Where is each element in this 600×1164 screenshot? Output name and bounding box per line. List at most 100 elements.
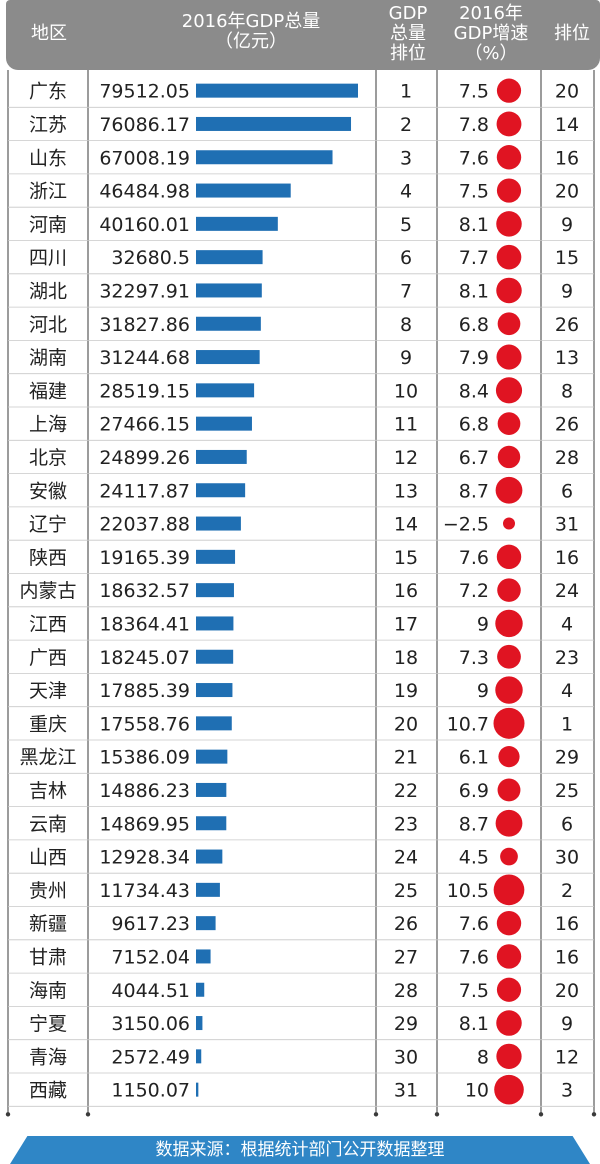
growth-dot bbox=[496, 944, 522, 969]
gdp-bar bbox=[196, 1049, 202, 1064]
gdp-rank-label: 3 bbox=[400, 147, 412, 169]
gdp-bar bbox=[196, 216, 278, 231]
growth-rank-label: 4 bbox=[561, 613, 573, 635]
region-label: 云南 bbox=[29, 813, 67, 835]
gdp-value-label: 32297.91 bbox=[99, 280, 190, 302]
growth-value-label: 6.1 bbox=[459, 747, 489, 769]
growth-value-label: 7.6 bbox=[459, 913, 489, 935]
gdp-rank-label: 24 bbox=[394, 847, 418, 869]
gdp-bar bbox=[196, 183, 291, 198]
source-footer: 数据来源：根据统计部门公开数据整理 bbox=[10, 1136, 590, 1164]
gdp-bar bbox=[196, 549, 236, 564]
growth-rank-label: 6 bbox=[561, 813, 573, 835]
region-label: 海南 bbox=[29, 980, 67, 1002]
growth-rank-label: 15 bbox=[555, 247, 579, 269]
region-label: 山东 bbox=[29, 147, 67, 169]
growth-value-label: 6.8 bbox=[459, 414, 489, 436]
divider-end-dot bbox=[538, 1112, 544, 1117]
region-label: 湖北 bbox=[29, 280, 67, 302]
growth-value-label: 7.9 bbox=[459, 347, 489, 369]
region-label: 新疆 bbox=[29, 913, 67, 935]
region-label: 贵州 bbox=[29, 880, 67, 902]
region-label: 河南 bbox=[29, 214, 67, 236]
growth-dot bbox=[495, 609, 523, 638]
gdp-value-label: 18632.57 bbox=[99, 580, 190, 602]
gdp-rank-label: 18 bbox=[394, 647, 418, 669]
growth-rank-label: 9 bbox=[561, 214, 573, 236]
growth-value-label: 9 bbox=[477, 680, 489, 702]
gdp-bar bbox=[196, 816, 227, 831]
gdp-value-label: 24899.26 bbox=[99, 447, 190, 469]
gdp-bar bbox=[196, 849, 223, 864]
gdp-rank-label: 6 bbox=[400, 247, 412, 269]
gdp-rank-label: 7 bbox=[400, 280, 412, 302]
growth-rank-label: 25 bbox=[555, 780, 579, 802]
gdp-bar bbox=[196, 616, 234, 631]
growth-value-label: 6.9 bbox=[459, 780, 489, 802]
header-gdp-rank: GDP 总量 排位 bbox=[376, 4, 440, 64]
region-label: 江西 bbox=[29, 613, 67, 635]
region-label: 黑龙江 bbox=[19, 747, 76, 769]
gdp-value-label: 27466.15 bbox=[99, 414, 190, 436]
growth-value-label: 7.5 bbox=[459, 181, 489, 203]
growth-value-label: 6.7 bbox=[459, 447, 489, 469]
gdp-rank-label: 27 bbox=[394, 946, 418, 968]
growth-rank-label: 16 bbox=[555, 147, 579, 169]
gdp-value-label: 46484.98 bbox=[99, 181, 190, 203]
growth-rank-label: 23 bbox=[555, 647, 579, 669]
divider-end-dot bbox=[85, 1112, 91, 1117]
gdp-value-label: 3150.06 bbox=[111, 1013, 190, 1035]
growth-dot bbox=[497, 445, 521, 469]
growth-rank-label: 14 bbox=[555, 114, 579, 136]
growth-rank-label: 8 bbox=[561, 380, 573, 402]
growth-value-label: 10.5 bbox=[447, 880, 489, 902]
growth-value-label: 7.6 bbox=[459, 147, 489, 169]
gdp-value-label: 76086.17 bbox=[99, 114, 190, 136]
source-text: 数据来源：根据统计部门公开数据整理 bbox=[155, 1140, 445, 1160]
growth-dot bbox=[497, 778, 521, 802]
growth-dot bbox=[496, 211, 522, 237]
gdp-value-label: 9617.23 bbox=[111, 913, 190, 935]
gdp-rank-label: 1 bbox=[400, 81, 412, 103]
growth-value-label: 7.5 bbox=[459, 81, 489, 103]
growth-rank-label: 16 bbox=[555, 547, 579, 569]
gdp-rank-label: 14 bbox=[394, 514, 418, 536]
growth-dot bbox=[493, 874, 525, 906]
growth-rank-label: 16 bbox=[555, 913, 579, 935]
region-label: 天津 bbox=[29, 680, 67, 702]
gdp-rank-label: 21 bbox=[394, 747, 418, 769]
growth-rank-label: 12 bbox=[555, 1046, 579, 1068]
gdp-bar bbox=[196, 916, 216, 931]
growth-dot bbox=[497, 578, 521, 602]
gdp-value-label: 67008.19 bbox=[99, 147, 190, 169]
growth-rank-label: 9 bbox=[561, 280, 573, 302]
growth-dot bbox=[496, 544, 522, 570]
growth-rank-label: 20 bbox=[555, 980, 579, 1002]
gdp-value-label: 15386.09 bbox=[99, 747, 190, 769]
growth-dot bbox=[500, 847, 518, 866]
growth-dot bbox=[496, 178, 522, 203]
header-growth: 2016年 GDP增速 （%） bbox=[438, 4, 544, 64]
growth-dot bbox=[503, 517, 515, 530]
growth-dot bbox=[494, 1074, 524, 1105]
growth-dot bbox=[496, 111, 522, 137]
region-label: 陕西 bbox=[29, 547, 67, 569]
region-label: 四川 bbox=[29, 247, 67, 269]
gdp-rank-label: 20 bbox=[394, 713, 418, 735]
gdp-bar bbox=[196, 83, 358, 98]
growth-value-label: 7.5 bbox=[459, 980, 489, 1002]
region-label: 安徽 bbox=[29, 480, 67, 502]
gdp-bar bbox=[196, 516, 241, 531]
region-label: 辽宁 bbox=[29, 514, 67, 536]
growth-dot bbox=[497, 644, 521, 669]
gdp-value-label: 79512.05 bbox=[99, 81, 190, 103]
growth-dot bbox=[495, 476, 523, 504]
gdp-rank-label: 22 bbox=[394, 780, 418, 802]
growth-dot bbox=[496, 1010, 522, 1036]
region-label: 江苏 bbox=[29, 114, 67, 136]
growth-value-label: 7.8 bbox=[459, 114, 489, 136]
gdp-value-label: 2572.49 bbox=[111, 1046, 190, 1068]
growth-dot bbox=[497, 412, 521, 435]
growth-dot bbox=[497, 312, 521, 336]
region-label: 山西 bbox=[29, 847, 67, 869]
